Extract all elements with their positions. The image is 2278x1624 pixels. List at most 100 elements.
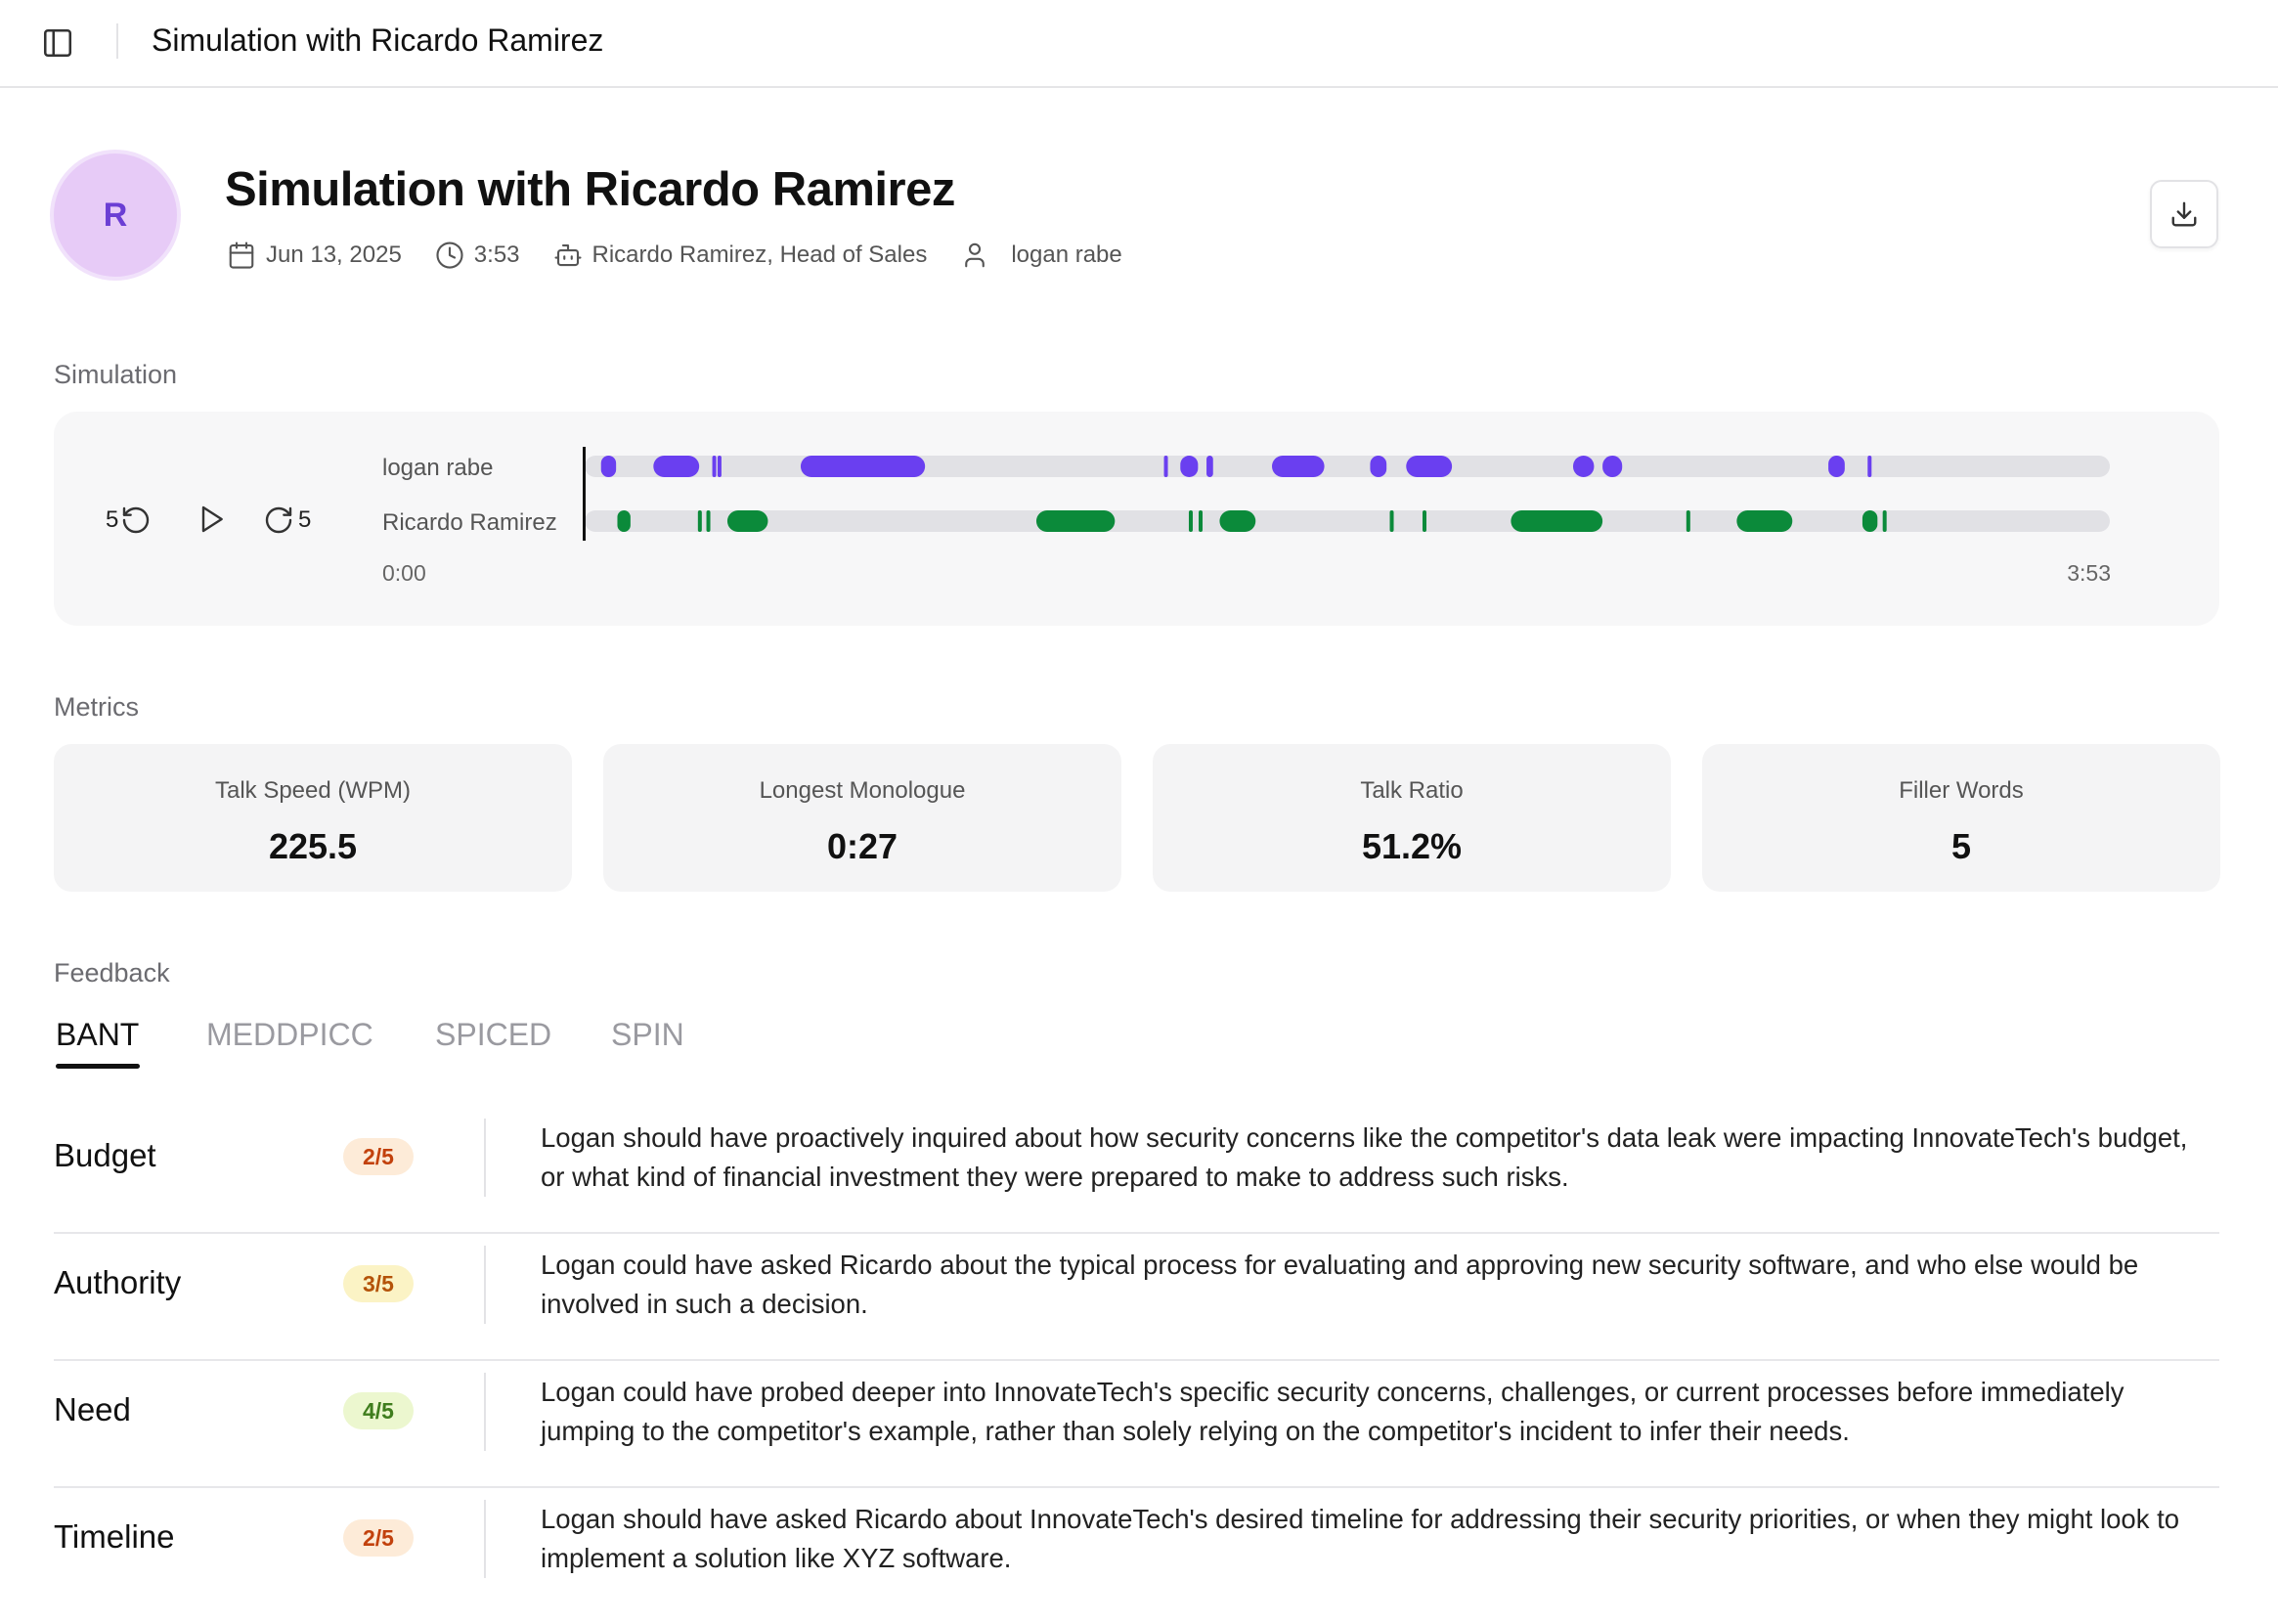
criteria-name: Budget <box>54 1137 156 1173</box>
meta-date: Jun 13, 2025 <box>227 241 402 270</box>
bot-icon <box>553 243 582 267</box>
speech-segment[interactable] <box>1370 456 1387 477</box>
speech-segment[interactable] <box>1180 456 1199 477</box>
playhead[interactable] <box>583 447 586 541</box>
criteria-row-need: Need 4/5 Logan could have probed deeper … <box>54 1361 2219 1488</box>
speech-segment[interactable] <box>1406 456 1453 477</box>
page-title: Simulation with Ricardo Ramirez <box>225 163 955 216</box>
criteria-name: Need <box>54 1391 131 1427</box>
criteria-name: Authority <box>54 1264 182 1300</box>
criteria-divider <box>484 1373 486 1451</box>
metric-talk-speed: Talk Speed (WPM) 225.5 <box>54 744 572 892</box>
metric-filler-words: Filler Words 5 <box>1702 744 2220 892</box>
criteria-row-budget: Budget 2/5 Logan should have proactively… <box>54 1107 2219 1234</box>
speech-segment[interactable] <box>1389 510 1394 532</box>
speech-segment[interactable] <box>1219 510 1256 532</box>
track-background[interactable] <box>585 456 2110 477</box>
speech-segment[interactable] <box>1035 510 1116 532</box>
track-background[interactable] <box>585 510 2110 532</box>
metric-longest-monologue: Longest Monologue 0:27 <box>603 744 1121 892</box>
download-icon <box>2171 201 2197 227</box>
meta-duration-text: 3:53 <box>473 241 520 268</box>
audio-player: 5 5 logan rabe Ricardo Ramirez 0:00 3:53 <box>54 412 2219 626</box>
speech-segment[interactable] <box>1422 510 1426 532</box>
speech-segment[interactable] <box>1272 456 1325 477</box>
metric-value: 225.5 <box>268 826 358 866</box>
meta-user: logan rabe <box>960 241 1122 270</box>
speech-segment[interactable] <box>1828 456 1845 477</box>
track-label-user: logan rabe <box>382 455 494 481</box>
end-time: 3:53 <box>2067 560 2111 586</box>
criteria-row-timeline: Timeline 2/5 Logan should have asked Ric… <box>54 1488 2219 1615</box>
criteria-feedback: Logan could have asked Ricardo about the… <box>541 1250 2139 1319</box>
speech-segment[interactable] <box>1736 510 1793 532</box>
rewind-seconds: 5 <box>106 506 119 533</box>
meta-date-text: Jun 13, 2025 <box>266 241 402 268</box>
tab-spin[interactable]: SPIN <box>611 1017 684 1052</box>
speech-segment[interactable] <box>1163 456 1168 477</box>
criteria-divider <box>484 1500 486 1578</box>
speech-segment[interactable] <box>1602 456 1623 477</box>
speaker-timeline[interactable] <box>54 412 2219 626</box>
metric-value: 0:27 <box>826 826 898 866</box>
active-tab-indicator <box>56 1064 140 1069</box>
speech-segment[interactable] <box>1511 510 1603 532</box>
metric-label: Filler Words <box>1899 777 2024 804</box>
tab-spiced[interactable]: SPICED <box>435 1017 552 1052</box>
speech-segment[interactable] <box>706 510 711 532</box>
meta-user-text: logan rabe <box>1011 241 1122 268</box>
speech-segment[interactable] <box>600 456 617 477</box>
rewind-button[interactable]: 5 <box>106 505 152 536</box>
speech-segment[interactable] <box>1686 510 1690 532</box>
speech-segment[interactable] <box>1188 510 1193 532</box>
score-badge: 2/5 <box>343 1519 414 1557</box>
score-badge: 2/5 <box>343 1138 414 1175</box>
speech-segment[interactable] <box>1862 510 1878 532</box>
forward-button[interactable]: 5 <box>263 505 311 536</box>
metric-label: Longest Monologue <box>759 777 966 804</box>
speech-segment[interactable] <box>653 456 700 477</box>
clock-icon <box>436 241 463 269</box>
speech-segment[interactable] <box>1572 456 1595 477</box>
speech-segment[interactable] <box>1199 510 1204 532</box>
top-bar: Simulation with Ricardo Ramirez <box>0 0 2278 88</box>
download-button[interactable] <box>2150 180 2218 248</box>
criteria-feedback: Logan should have proactively inquired a… <box>541 1122 2188 1192</box>
tab-meddpicc[interactable]: MEDDPICC <box>206 1017 373 1052</box>
topbar-divider <box>116 23 118 59</box>
speech-segment[interactable] <box>712 456 717 477</box>
forward-icon <box>265 506 292 534</box>
speech-segment[interactable] <box>717 456 722 477</box>
metric-label: Talk Ratio <box>1360 777 1464 804</box>
play-button[interactable] <box>196 504 227 535</box>
simulation-section-label: Simulation <box>54 360 178 389</box>
score-badge: 3/5 <box>343 1265 414 1302</box>
meta-persona: Ricardo Ramirez, Head of Sales <box>553 241 927 270</box>
speech-segment[interactable] <box>800 456 926 477</box>
speech-segment[interactable] <box>1867 456 1872 477</box>
tab-bant[interactable]: BANT <box>56 1017 140 1052</box>
forward-seconds: 5 <box>298 506 312 533</box>
speech-segment[interactable] <box>1206 456 1213 477</box>
criteria-feedback: Logan should have asked Ricardo about In… <box>541 1504 2180 1573</box>
calendar-icon <box>229 241 254 269</box>
metric-value: 5 <box>1950 826 1972 866</box>
criteria-feedback: Logan could have probed deeper into Inno… <box>541 1377 2125 1446</box>
speech-segment[interactable] <box>697 510 702 532</box>
metric-label: Talk Speed (WPM) <box>214 777 412 804</box>
metric-value: 51.2% <box>1361 826 1463 866</box>
metrics-section-label: Metrics <box>54 692 139 722</box>
meta-row: Jun 13, 2025 3:53 Ricardo Ramirez, Head … <box>227 240 1156 271</box>
speech-segment[interactable] <box>1882 510 1887 532</box>
criteria-divider <box>484 1246 486 1324</box>
speech-segment[interactable] <box>726 510 768 532</box>
rewind-icon <box>123 506 150 534</box>
criteria-divider <box>484 1119 486 1197</box>
feedback-section-label: Feedback <box>54 958 170 988</box>
criteria-row-authority: Authority 3/5 Logan could have asked Ric… <box>54 1234 2219 1361</box>
user-icon <box>965 242 986 268</box>
metric-talk-ratio: Talk Ratio 51.2% <box>1153 744 1671 892</box>
criteria-name: Timeline <box>54 1518 175 1555</box>
sidebar-toggle-icon[interactable] <box>41 26 74 60</box>
speech-segment[interactable] <box>617 510 631 532</box>
